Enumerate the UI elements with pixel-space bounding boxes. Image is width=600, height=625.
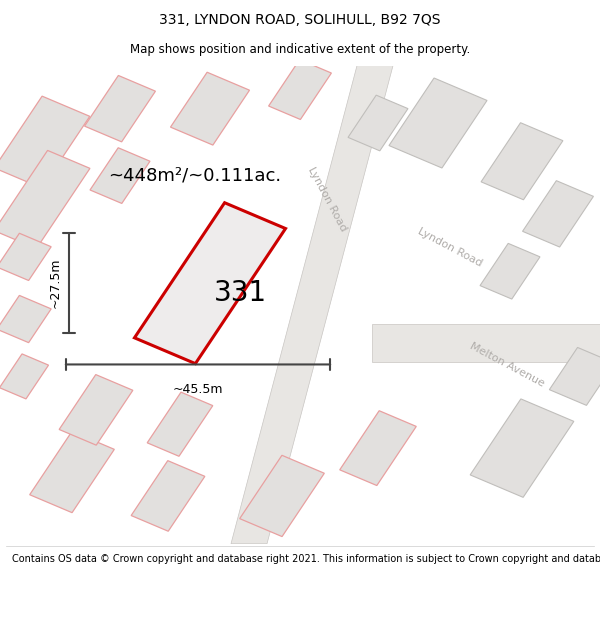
Polygon shape: [134, 202, 286, 364]
Polygon shape: [0, 233, 51, 281]
Text: Lyndon Road: Lyndon Road: [416, 226, 484, 269]
Polygon shape: [340, 411, 416, 486]
Text: ~448m²/~0.111ac.: ~448m²/~0.111ac.: [108, 167, 281, 184]
Polygon shape: [29, 431, 115, 512]
Text: ~45.5m: ~45.5m: [173, 382, 223, 396]
Polygon shape: [348, 95, 408, 151]
Polygon shape: [481, 122, 563, 200]
Polygon shape: [131, 461, 205, 531]
Polygon shape: [470, 399, 574, 498]
Polygon shape: [389, 78, 487, 168]
Text: 331: 331: [214, 279, 266, 307]
Polygon shape: [85, 76, 155, 142]
Text: Contains OS data © Crown copyright and database right 2021. This information is : Contains OS data © Crown copyright and d…: [12, 554, 600, 564]
Polygon shape: [523, 181, 593, 247]
Text: ~27.5m: ~27.5m: [49, 258, 62, 308]
Polygon shape: [0, 354, 49, 399]
Polygon shape: [550, 348, 600, 406]
Text: Lyndon Road: Lyndon Road: [306, 166, 348, 233]
Polygon shape: [170, 72, 250, 145]
Text: Melton Avenue: Melton Avenue: [468, 341, 546, 388]
Polygon shape: [239, 455, 325, 537]
Polygon shape: [59, 374, 133, 445]
Polygon shape: [0, 296, 51, 343]
Polygon shape: [480, 243, 540, 299]
Polygon shape: [231, 66, 393, 544]
Polygon shape: [147, 392, 213, 456]
Polygon shape: [372, 324, 600, 362]
Polygon shape: [269, 59, 331, 119]
Polygon shape: [0, 96, 90, 188]
Polygon shape: [90, 148, 150, 203]
Text: 331, LYNDON ROAD, SOLIHULL, B92 7QS: 331, LYNDON ROAD, SOLIHULL, B92 7QS: [159, 12, 441, 27]
Text: Map shows position and indicative extent of the property.: Map shows position and indicative extent…: [130, 42, 470, 56]
Polygon shape: [0, 151, 90, 249]
